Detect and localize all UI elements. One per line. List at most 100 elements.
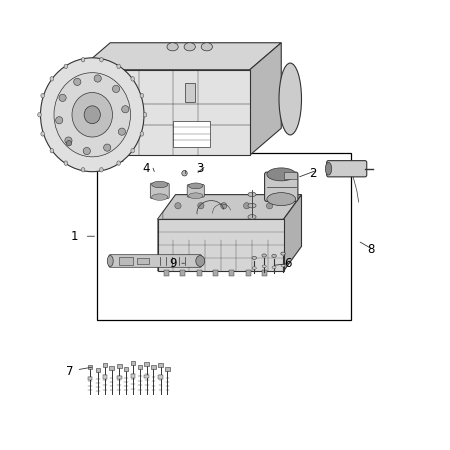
Ellipse shape [248, 192, 256, 197]
Bar [88, 365, 92, 369]
Ellipse shape [131, 76, 135, 81]
Bar [180, 270, 185, 275]
FancyBboxPatch shape [109, 255, 202, 267]
Text: 4: 4 [143, 162, 150, 175]
Circle shape [104, 144, 111, 151]
Circle shape [66, 140, 72, 146]
Polygon shape [79, 43, 281, 70]
Text: 9: 9 [170, 257, 177, 270]
Circle shape [266, 202, 273, 209]
Bar [185, 83, 195, 102]
Ellipse shape [84, 106, 100, 124]
Text: 7: 7 [66, 365, 73, 378]
FancyBboxPatch shape [150, 183, 169, 198]
Bar [97, 153, 351, 320]
Ellipse shape [64, 161, 68, 166]
Ellipse shape [189, 183, 203, 189]
Ellipse shape [131, 148, 135, 153]
Text: 2: 2 [309, 167, 316, 180]
Circle shape [59, 94, 66, 101]
Bar [79, 70, 250, 155]
Ellipse shape [267, 193, 296, 206]
Ellipse shape [184, 43, 195, 51]
Bar [173, 121, 211, 147]
Circle shape [118, 128, 126, 135]
Bar [158, 375, 163, 379]
Ellipse shape [140, 94, 144, 98]
Bar [119, 257, 133, 265]
Ellipse shape [281, 264, 285, 267]
Bar [284, 172, 297, 180]
Ellipse shape [252, 256, 256, 259]
Text: 1: 1 [71, 230, 78, 243]
Bar [158, 219, 284, 271]
Ellipse shape [50, 76, 54, 81]
FancyBboxPatch shape [265, 172, 298, 202]
Ellipse shape [252, 267, 256, 270]
Ellipse shape [281, 252, 285, 255]
Circle shape [198, 202, 204, 209]
Ellipse shape [54, 72, 130, 157]
Text: 6: 6 [284, 257, 292, 270]
Circle shape [243, 202, 250, 209]
Ellipse shape [99, 58, 103, 62]
FancyBboxPatch shape [187, 184, 204, 197]
Bar [158, 363, 163, 367]
Bar [197, 270, 202, 275]
Polygon shape [158, 212, 163, 271]
Bar [103, 375, 107, 379]
Circle shape [175, 202, 181, 209]
Ellipse shape [152, 194, 168, 200]
Ellipse shape [262, 265, 266, 268]
Text: 8: 8 [368, 243, 375, 256]
Ellipse shape [167, 43, 178, 51]
Bar [262, 270, 267, 275]
Bar [117, 364, 122, 368]
Ellipse shape [272, 254, 276, 257]
Ellipse shape [325, 162, 332, 175]
Ellipse shape [50, 148, 54, 153]
Bar [131, 361, 135, 365]
Bar [96, 368, 100, 372]
Ellipse shape [64, 64, 68, 68]
Ellipse shape [152, 181, 168, 188]
Polygon shape [284, 194, 302, 271]
Bar [138, 364, 142, 369]
Ellipse shape [40, 58, 144, 172]
Circle shape [182, 171, 187, 176]
Ellipse shape [140, 131, 144, 136]
Bar [137, 257, 148, 265]
Bar [151, 365, 156, 369]
Circle shape [122, 106, 129, 113]
Ellipse shape [99, 167, 103, 172]
Bar [230, 270, 234, 275]
Bar [144, 375, 149, 378]
Bar [144, 362, 149, 366]
Circle shape [83, 148, 90, 155]
Ellipse shape [196, 256, 205, 266]
Ellipse shape [189, 193, 203, 198]
Bar [246, 270, 251, 275]
Ellipse shape [81, 58, 85, 62]
Ellipse shape [38, 112, 41, 117]
FancyBboxPatch shape [327, 161, 367, 177]
Ellipse shape [117, 64, 121, 68]
Bar [213, 270, 218, 275]
Polygon shape [250, 43, 281, 155]
Bar [117, 376, 122, 379]
Polygon shape [158, 194, 302, 219]
Ellipse shape [107, 256, 113, 266]
Ellipse shape [143, 112, 147, 117]
Bar [124, 367, 128, 371]
Ellipse shape [117, 161, 121, 166]
Ellipse shape [267, 168, 296, 181]
Ellipse shape [272, 266, 276, 269]
Ellipse shape [41, 94, 45, 98]
Bar [165, 367, 170, 371]
Ellipse shape [262, 254, 266, 257]
Bar [164, 270, 169, 275]
Circle shape [74, 78, 81, 86]
Ellipse shape [81, 167, 85, 172]
Bar [88, 377, 92, 380]
Circle shape [112, 86, 120, 93]
